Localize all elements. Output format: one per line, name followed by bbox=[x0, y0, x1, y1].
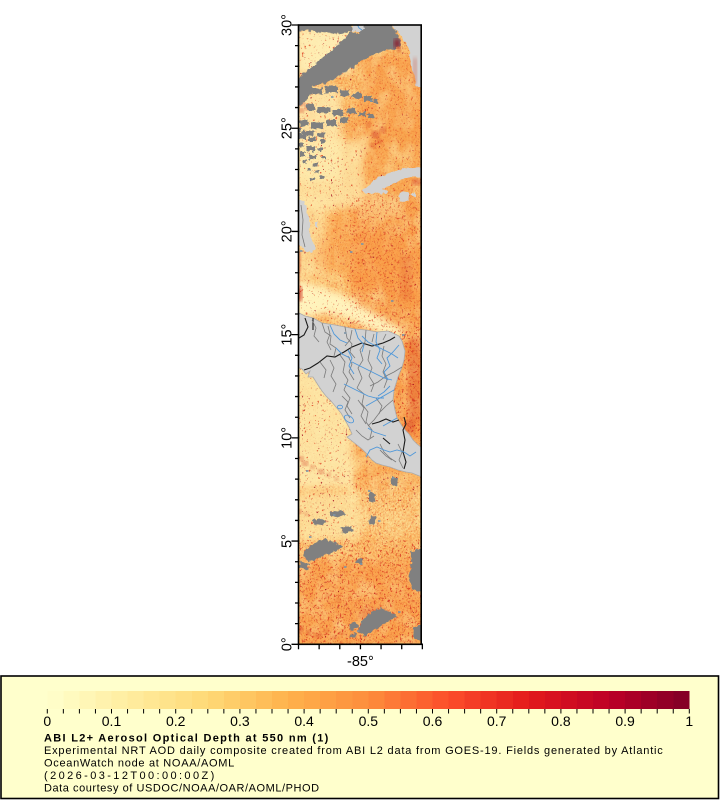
svg-text:ABI L2+ Aerosol Optical Depth: ABI L2+ Aerosol Optical Depth at 550 nm … bbox=[44, 733, 330, 745]
svg-text:15°: 15° bbox=[280, 324, 296, 346]
svg-text:0.2: 0.2 bbox=[166, 713, 186, 729]
svg-text:0.9: 0.9 bbox=[615, 713, 635, 729]
svg-text:0.7: 0.7 bbox=[487, 713, 507, 729]
svg-text:Data courtesy of USDOC/NOAA/OA: Data courtesy of USDOC/NOAA/OAR/AOML/PHO… bbox=[44, 783, 320, 795]
svg-text:25°: 25° bbox=[280, 117, 296, 139]
svg-text:20°: 20° bbox=[280, 220, 296, 242]
svg-text:1: 1 bbox=[685, 713, 693, 729]
svg-text:0°: 0° bbox=[280, 637, 296, 651]
svg-text:(2026-03-12T00:00:00Z): (2026-03-12T00:00:00Z) bbox=[44, 770, 217, 782]
svg-text:0.3: 0.3 bbox=[230, 713, 250, 729]
svg-text:0.8: 0.8 bbox=[551, 713, 571, 729]
svg-text:0.4: 0.4 bbox=[294, 713, 314, 729]
svg-text:Experimental NRT AOD daily com: Experimental NRT AOD daily composite cre… bbox=[44, 745, 664, 757]
svg-text:0: 0 bbox=[43, 713, 51, 729]
svg-text:0.1: 0.1 bbox=[102, 713, 122, 729]
svg-text:-85°: -85° bbox=[347, 654, 374, 670]
svg-text:30°: 30° bbox=[280, 14, 296, 36]
svg-text:OceanWatch node at NOAA/AOML: OceanWatch node at NOAA/AOML bbox=[44, 758, 235, 770]
svg-text:0.5: 0.5 bbox=[359, 713, 379, 729]
svg-text:0.6: 0.6 bbox=[423, 713, 443, 729]
svg-text:5°: 5° bbox=[280, 534, 296, 548]
svg-text:10°: 10° bbox=[280, 427, 296, 449]
